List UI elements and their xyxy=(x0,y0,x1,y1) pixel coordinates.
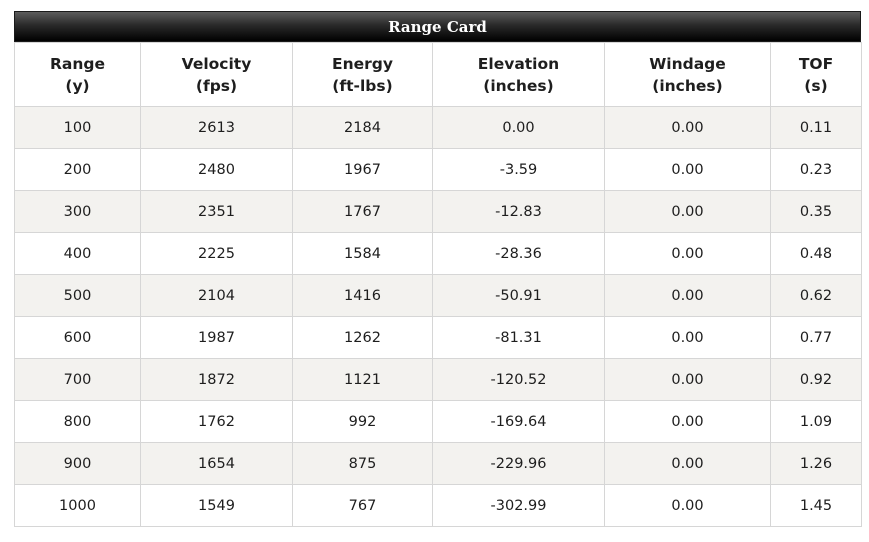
header-velocity: Velocity (fps) xyxy=(140,42,293,107)
header-label: TOF xyxy=(798,54,834,73)
header-windage: Windage (inches) xyxy=(604,42,771,107)
cell-energy: 2184 xyxy=(292,106,433,149)
cell-elevation: -50.91 xyxy=(432,274,605,317)
range-table: Range (y) Velocity (fps) Energy (ft-lbs)… xyxy=(14,42,862,527)
cell-velocity: 2351 xyxy=(140,190,293,233)
range-card-title: Range Card xyxy=(14,11,861,42)
cell-elevation: -12.83 xyxy=(432,190,605,233)
cell-elevation: -28.36 xyxy=(432,232,605,275)
cell-tof: 0.11 xyxy=(770,106,862,149)
table-row: 700 1872 1121 -120.52 0.00 0.92 xyxy=(14,358,862,401)
cell-tof: 1.09 xyxy=(770,400,862,443)
cell-elevation: -120.52 xyxy=(432,358,605,401)
cell-tof: 1.45 xyxy=(770,484,862,527)
header-unit: (s) xyxy=(804,76,828,95)
cell-velocity: 2225 xyxy=(140,232,293,275)
cell-energy: 992 xyxy=(292,400,433,443)
cell-velocity: 2613 xyxy=(140,106,293,149)
cell-velocity: 1549 xyxy=(140,484,293,527)
cell-windage: 0.00 xyxy=(604,442,771,485)
cell-elevation: -81.31 xyxy=(432,316,605,359)
header-label: Elevation xyxy=(477,54,560,73)
cell-energy: 1967 xyxy=(292,148,433,191)
header-label: Windage xyxy=(649,54,726,73)
cell-energy: 1767 xyxy=(292,190,433,233)
cell-windage: 0.00 xyxy=(604,106,771,149)
cell-windage: 0.00 xyxy=(604,358,771,401)
cell-range: 800 xyxy=(14,400,141,443)
header-label: Energy xyxy=(332,54,393,73)
cell-energy: 1121 xyxy=(292,358,433,401)
cell-velocity: 1654 xyxy=(140,442,293,485)
cell-range: 100 xyxy=(14,106,141,149)
cell-range: 600 xyxy=(14,316,141,359)
header-unit: (inches) xyxy=(483,76,554,95)
header-unit: (fps) xyxy=(195,76,238,95)
cell-velocity: 2480 xyxy=(140,148,293,191)
table-row: 500 2104 1416 -50.91 0.00 0.62 xyxy=(14,274,862,317)
cell-energy: 767 xyxy=(292,484,433,527)
cell-elevation: -3.59 xyxy=(432,148,605,191)
cell-tof: 0.35 xyxy=(770,190,862,233)
table-row: 1000 1549 767 -302.99 0.00 1.45 xyxy=(14,484,862,527)
cell-tof: 0.77 xyxy=(770,316,862,359)
cell-elevation: -302.99 xyxy=(432,484,605,527)
cell-elevation: 0.00 xyxy=(432,106,605,149)
cell-velocity: 2104 xyxy=(140,274,293,317)
header-unit: (y) xyxy=(65,76,90,95)
table-row: 600 1987 1262 -81.31 0.00 0.77 xyxy=(14,316,862,359)
header-row: Range (y) Velocity (fps) Energy (ft-lbs)… xyxy=(14,42,862,107)
cell-range: 200 xyxy=(14,148,141,191)
cell-tof: 1.26 xyxy=(770,442,862,485)
cell-elevation: -229.96 xyxy=(432,442,605,485)
cell-range: 500 xyxy=(14,274,141,317)
header-range: Range (y) xyxy=(14,42,141,107)
header-energy: Energy (ft-lbs) xyxy=(292,42,433,107)
header-unit: (inches) xyxy=(652,76,723,95)
cell-tof: 0.23 xyxy=(770,148,862,191)
cell-tof: 0.62 xyxy=(770,274,862,317)
cell-elevation: -169.64 xyxy=(432,400,605,443)
cell-range: 1000 xyxy=(14,484,141,527)
header-label: Range xyxy=(49,54,106,73)
header-label: Velocity xyxy=(181,54,252,73)
table-row: 400 2225 1584 -28.36 0.00 0.48 xyxy=(14,232,862,275)
cell-windage: 0.00 xyxy=(604,316,771,359)
cell-range: 300 xyxy=(14,190,141,233)
cell-range: 400 xyxy=(14,232,141,275)
cell-windage: 0.00 xyxy=(604,484,771,527)
cell-tof: 0.48 xyxy=(770,232,862,275)
cell-windage: 0.00 xyxy=(604,190,771,233)
cell-windage: 0.00 xyxy=(604,274,771,317)
cell-windage: 0.00 xyxy=(604,400,771,443)
table-body: 100 2613 2184 0.00 0.00 0.11 200 2480 1967 -3.59 0… xyxy=(14,106,862,527)
cell-windage: 0.00 xyxy=(604,148,771,191)
cell-velocity: 1987 xyxy=(140,316,293,359)
table-row: 900 1654 875 -229.96 0.00 1.26 xyxy=(14,442,862,485)
cell-tof: 0.92 xyxy=(770,358,862,401)
cell-range: 900 xyxy=(14,442,141,485)
table-row: 800 1762 992 -169.64 0.00 1.09 xyxy=(14,400,862,443)
table-row: 100 2613 2184 0.00 0.00 0.11 xyxy=(14,106,862,149)
header-elevation: Elevation (inches) xyxy=(432,42,605,107)
cell-energy: 875 xyxy=(292,442,433,485)
header-tof: TOF (s) xyxy=(770,42,862,107)
cell-energy: 1262 xyxy=(292,316,433,359)
table-row: 300 2351 1767 -12.83 0.00 0.35 xyxy=(14,190,862,233)
table-row: 200 2480 1967 -3.59 0.00 0.23 xyxy=(14,148,862,191)
cell-velocity: 1872 xyxy=(140,358,293,401)
range-card: Range Card Range (y) Velocity (fps) En xyxy=(14,11,862,527)
cell-velocity: 1762 xyxy=(140,400,293,443)
cell-windage: 0.00 xyxy=(604,232,771,275)
cell-range: 700 xyxy=(14,358,141,401)
header-unit: (ft-lbs) xyxy=(332,76,393,95)
cell-energy: 1584 xyxy=(292,232,433,275)
cell-energy: 1416 xyxy=(292,274,433,317)
